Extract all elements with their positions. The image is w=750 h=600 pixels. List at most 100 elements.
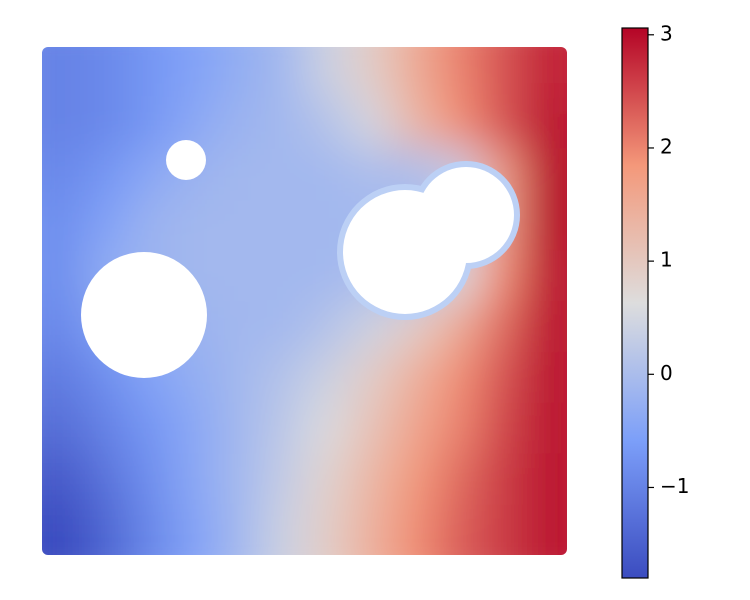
cell [129,504,174,555]
colorbar-tick-label: 0 [660,361,673,385]
cell [523,250,567,302]
cell [217,199,262,251]
cell [479,47,524,99]
cell [42,402,87,454]
colorbar-tick-label: 2 [660,134,673,158]
cell [85,97,130,150]
cell [85,199,130,251]
cell [479,351,524,404]
cell [129,47,174,99]
cell [348,402,393,454]
cell [260,351,305,404]
colorbar [621,27,649,579]
cell [435,351,480,404]
cell [217,47,262,99]
cell [523,199,567,251]
cell [479,97,524,150]
cell [85,148,130,200]
cell [42,351,87,404]
colorbar-tick-label: 1 [660,248,673,272]
cell [435,97,480,150]
cell [304,47,349,99]
cell [42,47,87,99]
cell [348,97,393,150]
cell [523,402,567,454]
cell [217,148,262,200]
cell [217,301,262,353]
cell [304,453,349,505]
cell [129,453,174,505]
cell [42,97,87,150]
cell [260,402,305,454]
colorbar-tick-label: −1 [660,474,689,498]
cell [217,402,262,454]
cell [479,504,524,555]
hole [81,252,207,378]
cell [392,402,437,454]
colorbar-tick-label: 3 [660,21,673,45]
cell [85,47,130,99]
cell [85,504,130,555]
cell [523,453,567,505]
cell [260,97,305,150]
cell [85,453,130,505]
cell [42,301,87,353]
cell [479,402,524,454]
cell [42,453,87,505]
cell [392,351,437,404]
cell [523,47,567,99]
holes [81,140,520,378]
cell [392,47,437,99]
cell [435,301,480,353]
cell [217,250,262,302]
cell [173,97,218,150]
cell [304,148,349,200]
cell [129,402,174,454]
cell [392,97,437,150]
cell [129,97,174,150]
cell [348,504,393,555]
cell [348,351,393,404]
cell [129,199,174,251]
cell [435,402,480,454]
cell [173,199,218,251]
cell [42,504,87,555]
cell [523,504,567,555]
cell [85,402,130,454]
cell [260,47,305,99]
cell [392,504,437,555]
cell [42,250,87,302]
cell [348,453,393,505]
cell [260,250,305,302]
cell [304,301,349,353]
cell [304,351,349,404]
cell [260,301,305,353]
cell [523,351,567,404]
cell [217,453,262,505]
cell [173,453,218,505]
cell [479,301,524,353]
cell [304,97,349,150]
cell [260,453,305,505]
cell [260,148,305,200]
cell [435,47,480,99]
cell [217,97,262,150]
cell [479,453,524,505]
cell [304,402,349,454]
cell [173,504,218,555]
cell [435,504,480,555]
cell [173,402,218,454]
cell [217,504,262,555]
cell [260,199,305,251]
cell [435,453,480,505]
cell [523,301,567,353]
cell [523,148,567,200]
cell [392,453,437,505]
cell [173,47,218,99]
cell [42,199,87,251]
hole [166,140,206,180]
cell [304,504,349,555]
cell [348,47,393,99]
cell [260,504,305,555]
cell [523,97,567,150]
